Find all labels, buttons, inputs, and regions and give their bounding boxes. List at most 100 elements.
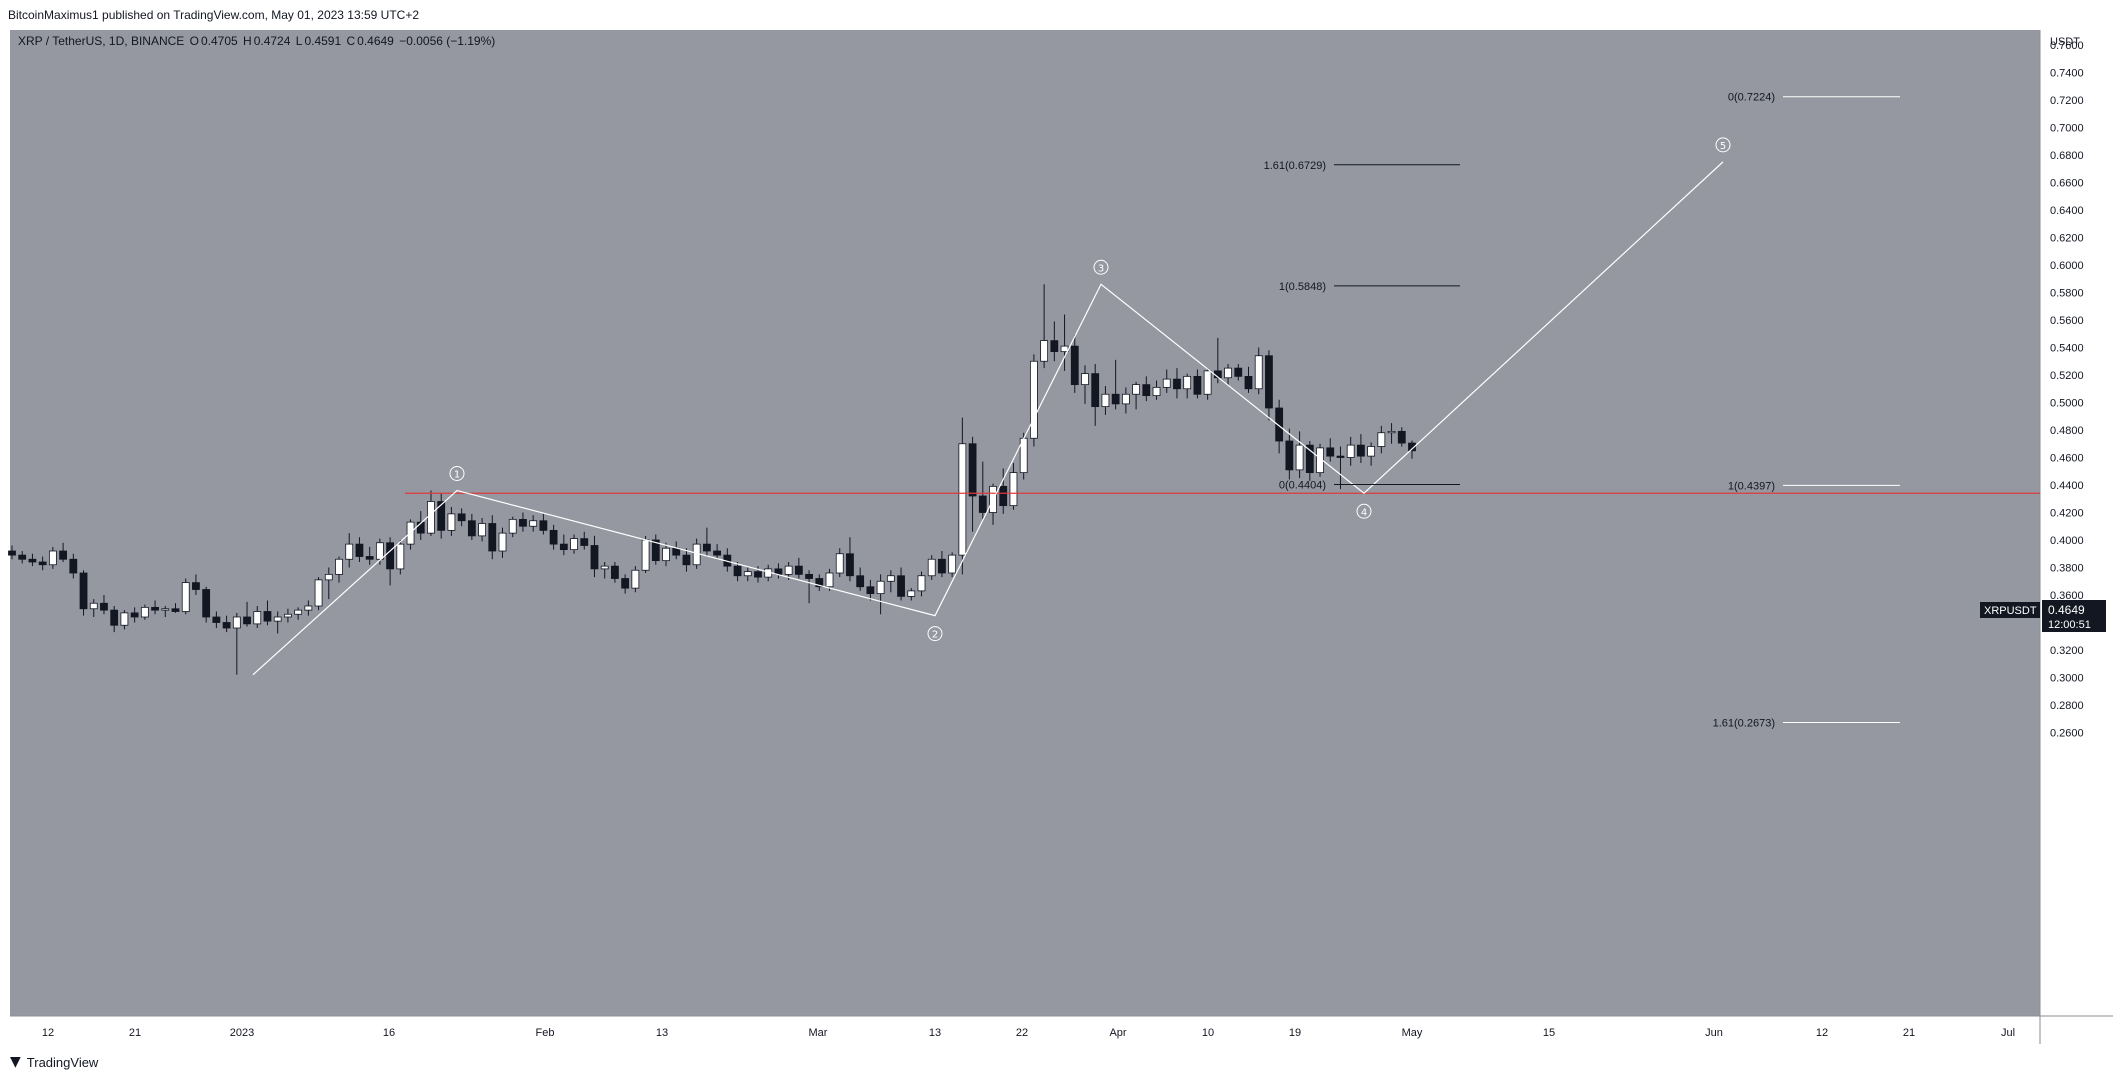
- elliott-wave-path: [252, 161, 1724, 676]
- price-axis-pane[interactable]: [2040, 30, 2113, 1016]
- candle-body: [140, 606, 149, 618]
- candle-body: [886, 575, 895, 582]
- candle-body: [1162, 378, 1171, 388]
- candle-body: [672, 547, 681, 556]
- candle-body: [846, 553, 854, 577]
- candle-body: [1111, 393, 1120, 405]
- legend-close-label: C: [346, 34, 356, 48]
- candle-body: [202, 589, 211, 618]
- candle-body: [978, 495, 987, 513]
- candle-body: [1132, 384, 1140, 395]
- price-tick-label: 0.7000: [2050, 123, 2084, 135]
- candle-body: [1397, 430, 1406, 444]
- chart-pane[interactable]: [10, 30, 2040, 1016]
- time-tick-label: 2023: [230, 1027, 254, 1039]
- candle-body: [549, 529, 558, 545]
- candle-body: [570, 538, 578, 551]
- candle-body: [89, 602, 98, 610]
- candle-body: [1326, 447, 1335, 457]
- candle-body: [876, 580, 885, 595]
- candle-body: [427, 501, 435, 534]
- price-tick-label: 0.3000: [2050, 673, 2084, 685]
- wave-label-circle: [449, 466, 465, 481]
- candle-body: [488, 523, 497, 552]
- fib-level-label: 0(0.7224): [1728, 92, 1775, 104]
- price-tick-label: 0.3600: [2050, 590, 2084, 602]
- price-tick-label: 0.4000: [2050, 535, 2084, 547]
- price-tick-label: 0.5600: [2050, 315, 2084, 327]
- candle-body: [1203, 370, 1212, 395]
- candle-body: [171, 608, 180, 612]
- time-tick-label: 19: [1289, 1027, 1301, 1039]
- candle-body: [733, 565, 742, 577]
- legend-close-value: 0.4649: [357, 34, 394, 48]
- price-tick-label: 0.2800: [2050, 700, 2084, 712]
- price-tick-label: 0.5800: [2050, 288, 2084, 300]
- candle-body: [927, 558, 936, 577]
- candle-body: [161, 608, 170, 611]
- candle-body: [365, 556, 374, 560]
- candle-body: [8, 550, 16, 556]
- candle-body: [28, 558, 37, 563]
- candle-body: [447, 513, 456, 531]
- candle-body: [641, 539, 650, 571]
- time-tick-label: 13: [929, 1027, 941, 1039]
- wave-label-circle: [1356, 503, 1372, 519]
- candle-body: [120, 612, 129, 626]
- candle-body: [968, 443, 977, 497]
- candle-body: [1357, 444, 1365, 457]
- fib-level-label: 0(0.4404): [1279, 479, 1326, 491]
- wave-label: 1: [454, 470, 460, 481]
- candle-body: [375, 542, 384, 560]
- candle-body: [580, 538, 589, 546]
- symbol-badge-text: XRPUSDT: [1984, 605, 2037, 617]
- price-tick-label: 0.4400: [2050, 480, 2084, 492]
- candle-body: [130, 612, 139, 618]
- wave-label-circle: [1093, 259, 1109, 275]
- candle-body: [1305, 444, 1314, 474]
- time-tick-label: 15: [1543, 1027, 1555, 1039]
- candle-body: [151, 606, 159, 611]
- candle-body: [825, 572, 834, 588]
- price-tick-label: 0.4200: [2050, 508, 2084, 520]
- price-tick-label: 0.2600: [2050, 728, 2084, 740]
- price-axis-currency: USDT: [2050, 36, 2080, 48]
- price-tick-label: 0.4800: [2050, 425, 2084, 437]
- wave-label: 2: [932, 630, 938, 641]
- symbol-legend[interactable]: XRP / TetherUS, 1D, BINANCE O 0.4705 H 0.4…: [18, 34, 497, 48]
- published-by-text: BitcoinMaximus1 published on TradingView…: [8, 8, 420, 22]
- candle-body: [948, 554, 957, 574]
- candle-body: [999, 485, 1008, 507]
- time-tick-label: 13: [656, 1027, 668, 1039]
- price-tick-label: 0.5200: [2050, 370, 2084, 382]
- candle-body: [18, 554, 27, 560]
- candle-body: [498, 532, 507, 552]
- candle-body: [743, 571, 752, 577]
- candle-body: [1275, 407, 1284, 442]
- time-tick-label: Feb: [536, 1027, 555, 1039]
- candle-body: [1387, 430, 1396, 434]
- price-badge-value: 0.4649: [2048, 603, 2085, 617]
- candle-body: [559, 543, 568, 551]
- time-tick-label: 12: [1816, 1027, 1828, 1039]
- candle-body: [467, 520, 476, 537]
- candle-body: [1346, 444, 1355, 458]
- candle-body: [1193, 375, 1202, 395]
- candle-body: [754, 571, 762, 578]
- candle-body: [938, 558, 946, 574]
- time-axis-pane[interactable]: [10, 1016, 2040, 1044]
- price-tick-label: 0.3800: [2050, 563, 2084, 575]
- price-tick-label: 0.6600: [2050, 178, 2084, 190]
- tradingview-logo[interactable]: ▼ TradingView: [10, 1052, 98, 1072]
- fib-level-label: 1(0.4397): [1728, 480, 1775, 492]
- candle-body: [539, 520, 548, 531]
- candle-body: [590, 545, 599, 570]
- candle-body: [784, 565, 793, 575]
- price-tick-label: 0.7400: [2050, 68, 2084, 80]
- candle-body: [600, 565, 609, 570]
- candle-body: [1336, 455, 1345, 458]
- candle-body: [651, 539, 660, 562]
- tradingview-brand-text: TradingView: [26, 1054, 99, 1070]
- candle-body: [110, 609, 119, 626]
